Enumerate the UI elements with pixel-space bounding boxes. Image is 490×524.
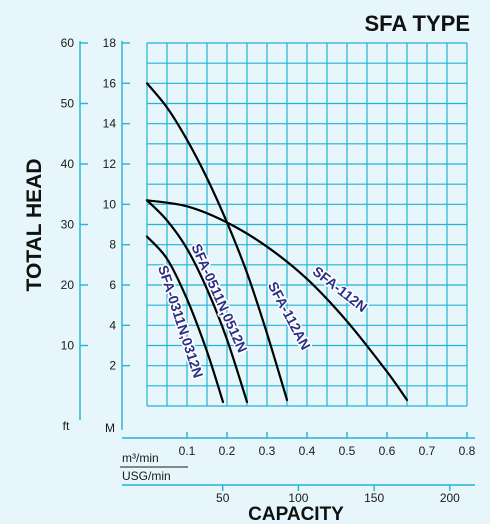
chart-title: SFA TYPE bbox=[364, 11, 470, 36]
meter-tick-label: 6 bbox=[109, 278, 116, 292]
x-unit-usg: USG/min bbox=[122, 469, 171, 483]
x-tick-label: 0.7 bbox=[419, 444, 436, 458]
performance-curve bbox=[145, 235, 225, 404]
x-tick-label: 0.8 bbox=[459, 444, 476, 458]
y-unit-ft: ft bbox=[63, 419, 70, 433]
x-tick-label: 0.1 bbox=[179, 444, 196, 458]
meter-tick-label: 18 bbox=[103, 36, 117, 50]
feet-tick-label: 50 bbox=[61, 97, 75, 111]
x-tick-label: 0.5 bbox=[339, 444, 356, 458]
axis-ticks: 2 4 6 8 10 12 14 16 18 10 20 30 40 50 60 0.1 0.2 0.3 0.4 0.… bbox=[61, 36, 476, 505]
y-unit-m: M bbox=[105, 421, 115, 435]
x-unit-m3: m³/min bbox=[122, 451, 159, 465]
meter-tick-label: 14 bbox=[103, 117, 117, 131]
meter-tick-label: 8 bbox=[109, 238, 116, 252]
performance-curve bbox=[145, 199, 249, 404]
meter-tick-label: 16 bbox=[103, 76, 117, 90]
y-axis-label: TOTAL HEAD bbox=[23, 158, 46, 291]
meter-tick-label: 4 bbox=[109, 318, 116, 332]
series-label: SFA-0311N,0312N bbox=[155, 263, 207, 380]
usg-tick-label: 50 bbox=[216, 491, 230, 505]
performance-curve bbox=[145, 82, 289, 402]
meter-tick-label: 12 bbox=[103, 157, 117, 171]
chart-grid bbox=[79, 41, 475, 486]
meter-tick-label: 2 bbox=[109, 359, 116, 373]
x-tick-label: 0.4 bbox=[299, 444, 316, 458]
x-axis-label: CAPACITY bbox=[248, 504, 344, 524]
performance-curve bbox=[145, 199, 409, 402]
x-tick-label: 0.2 bbox=[219, 444, 236, 458]
usg-tick-label: 200 bbox=[440, 491, 460, 505]
feet-tick-label: 40 bbox=[61, 157, 75, 171]
x-tick-label: 0.3 bbox=[259, 444, 276, 458]
feet-tick-label: 60 bbox=[61, 36, 75, 50]
usg-tick-label: 100 bbox=[288, 491, 308, 505]
performance-curves bbox=[145, 82, 409, 404]
feet-tick-label: 10 bbox=[61, 339, 75, 353]
feet-tick-label: 30 bbox=[61, 218, 75, 232]
feet-tick-label: 20 bbox=[61, 278, 75, 292]
meter-tick-label: 10 bbox=[103, 197, 117, 211]
usg-tick-label: 150 bbox=[364, 491, 384, 505]
x-tick-label: 0.6 bbox=[379, 444, 396, 458]
